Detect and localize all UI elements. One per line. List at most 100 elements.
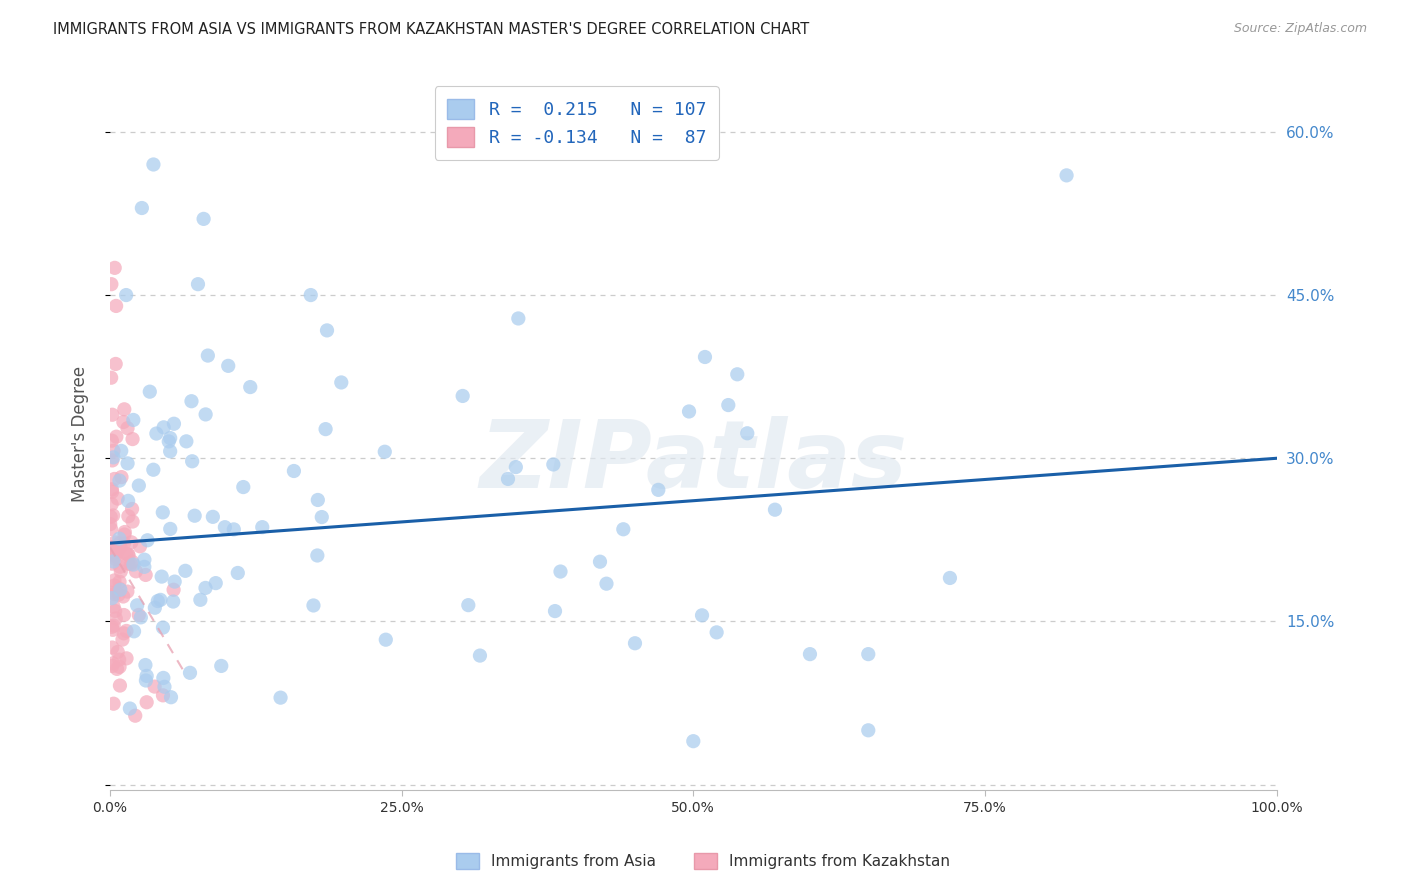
Point [115,547,138,561]
Point [112,590,135,604]
Point [252,520,274,534]
Point [374,444,396,458]
Point [496,472,519,486]
Point [110,443,132,458]
Point [693,350,716,364]
Point [589,555,612,569]
Point [152,505,174,519]
Point [117,509,139,524]
Point [120,558,142,572]
Point [330,376,353,390]
Point [104,604,127,618]
Point [101,484,124,499]
Point [457,598,479,612]
Point [136,533,159,548]
Point [108,574,131,589]
Point [181,454,204,468]
Point [108,532,131,546]
Point [142,463,165,477]
Point [101,659,124,673]
Point [104,552,127,566]
Point [159,522,181,536]
Point [115,288,138,302]
Point [544,604,567,618]
Point [125,564,148,578]
Point [114,527,136,541]
Point [122,413,145,427]
Point [101,620,124,634]
Point [110,470,132,484]
Point [232,480,254,494]
Point [105,545,128,559]
Point [725,368,748,382]
Point [117,547,139,561]
Point [103,578,125,592]
Point [114,524,136,539]
Point [105,430,128,444]
Point [100,509,122,524]
Point [101,657,124,671]
Point [101,483,124,497]
Point [451,389,474,403]
Point [108,559,131,574]
Point [142,157,165,171]
Point [176,434,198,449]
Point [101,585,124,599]
Point [105,662,128,676]
Point [118,549,141,563]
Point [124,708,146,723]
Point [101,557,124,571]
Legend: R =  0.215   N = 107, R = -0.134   N =  87: R = 0.215 N = 107, R = -0.134 N = 87 [434,87,718,160]
Text: ZIPatlas: ZIPatlas [479,417,907,508]
Point [103,472,125,486]
Point [939,571,962,585]
Point [508,311,530,326]
Point [103,574,125,588]
Point [135,673,157,688]
Point [112,536,135,550]
Point [104,549,127,563]
Point [107,588,129,602]
Point [146,594,169,608]
Point [135,568,157,582]
Point [134,560,156,574]
Point [108,660,131,674]
Point [115,624,138,638]
Point [115,651,138,665]
Point [179,665,201,680]
Point [100,370,122,384]
Point [104,357,127,371]
Point [162,594,184,608]
Point [152,689,174,703]
Point [101,434,124,448]
Point [112,415,135,429]
Point [134,658,156,673]
Point [112,402,135,417]
Point [316,323,339,337]
Point [159,444,181,458]
Point [103,450,125,465]
Point [858,723,880,738]
Point [190,592,212,607]
Point [129,539,152,553]
Point [550,565,572,579]
Point [226,566,249,580]
Point [121,555,143,569]
Point [103,618,125,632]
Point [100,277,122,292]
Point [103,541,125,555]
Point [129,610,152,624]
Y-axis label: Master's Degree: Master's Degree [72,366,89,502]
Point [204,576,226,591]
Point [647,483,669,497]
Point [112,626,135,640]
Point [222,522,245,536]
Point [121,432,143,446]
Point [624,636,647,650]
Point [152,621,174,635]
Point [139,384,162,399]
Point [468,648,491,663]
Point [162,582,184,597]
Point [118,701,141,715]
Point [193,211,215,226]
